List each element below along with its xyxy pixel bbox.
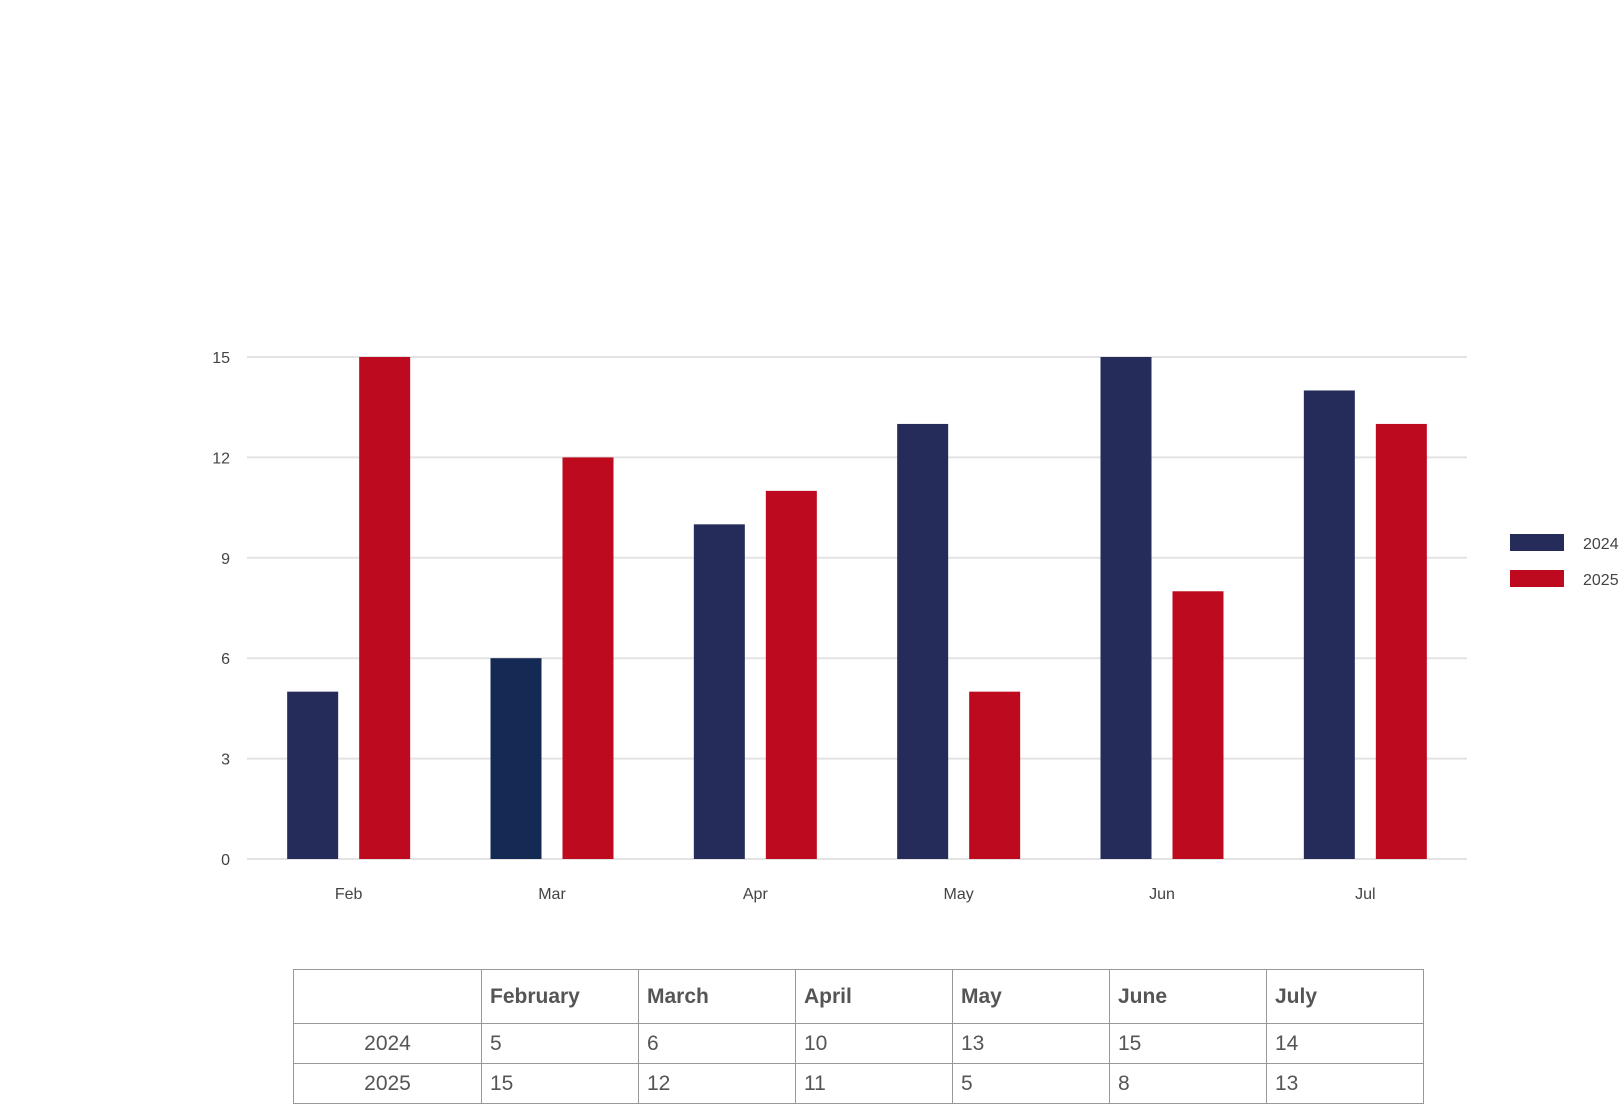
y-tick-label: 6 bbox=[221, 651, 230, 668]
legend: 2024 2025 bbox=[1510, 534, 1619, 589]
table-row-label: 2024 bbox=[293, 1023, 482, 1064]
bar-2025-mar bbox=[562, 457, 614, 859]
bars bbox=[287, 357, 1427, 859]
table-header-cell: March bbox=[638, 969, 796, 1024]
legend-label: 2024 bbox=[1583, 536, 1619, 553]
bar-2025-apr bbox=[765, 490, 817, 859]
data-table: February March April May June July 2024 … bbox=[293, 969, 1424, 1104]
bar-2025-may bbox=[969, 691, 1021, 859]
bar-2024-jun bbox=[1100, 357, 1152, 859]
table-cell: 13 bbox=[1266, 1063, 1424, 1104]
y-tick-label: 3 bbox=[221, 752, 230, 769]
bar-2024-may bbox=[897, 423, 949, 859]
table-row: 2025 15 12 11 5 8 13 bbox=[293, 1063, 1424, 1104]
table-header-cell: July bbox=[1266, 969, 1424, 1024]
x-axis-ticks: Feb Mar Apr May Jun Jul bbox=[335, 886, 1376, 903]
table-cell: 10 bbox=[795, 1023, 953, 1064]
table-header-cell bbox=[293, 969, 482, 1024]
legend-swatch bbox=[1510, 534, 1564, 551]
table-cell: 5 bbox=[481, 1023, 639, 1064]
legend-swatch bbox=[1510, 570, 1564, 587]
x-tick-label: May bbox=[944, 886, 974, 903]
table-header-cell: April bbox=[795, 969, 953, 1024]
bar-2025-feb bbox=[359, 357, 411, 859]
bar-2025-jul bbox=[1375, 423, 1427, 859]
table-header-cell: February bbox=[481, 969, 639, 1024]
x-tick-label: Mar bbox=[538, 886, 566, 903]
table-cell: 6 bbox=[638, 1023, 796, 1064]
x-tick-label: Feb bbox=[335, 886, 363, 903]
grid-lines bbox=[247, 356, 1467, 860]
y-tick-label: 15 bbox=[212, 350, 230, 367]
table-cell: 15 bbox=[1109, 1023, 1267, 1064]
bar-2024-mar bbox=[490, 658, 542, 859]
x-tick-label: Apr bbox=[743, 886, 769, 903]
legend-label: 2025 bbox=[1583, 572, 1619, 589]
table-cell: 8 bbox=[1109, 1063, 1267, 1104]
x-tick-label: Jul bbox=[1355, 886, 1375, 903]
table-cell: 13 bbox=[952, 1023, 1110, 1064]
table-row-label: 2025 bbox=[293, 1063, 482, 1104]
table-header-cell: June bbox=[1109, 969, 1267, 1024]
y-axis-ticks: 0 3 6 9 12 15 bbox=[212, 350, 230, 869]
y-tick-label: 9 bbox=[221, 551, 230, 568]
table-cell: 14 bbox=[1266, 1023, 1424, 1064]
bar-2024-feb bbox=[287, 691, 339, 859]
bar-2025-jun bbox=[1172, 591, 1224, 859]
y-tick-label: 12 bbox=[212, 450, 230, 467]
x-tick-label: Jun bbox=[1149, 886, 1175, 903]
y-tick-label: 0 bbox=[221, 852, 230, 869]
table-cell: 15 bbox=[481, 1063, 639, 1104]
table-header-row: February March April May June July bbox=[293, 969, 1424, 1024]
table-cell: 5 bbox=[952, 1063, 1110, 1104]
bar-2024-apr bbox=[693, 524, 745, 859]
table-row: 2024 5 6 10 13 15 14 bbox=[293, 1023, 1424, 1064]
bar-2024-jul bbox=[1303, 390, 1355, 859]
table-cell: 11 bbox=[795, 1063, 953, 1104]
bar-chart: 0 3 6 9 12 15 Feb Mar Apr May Jun Jul 2024 2025 bbox=[212, 350, 1619, 903]
table-header-cell: May bbox=[952, 969, 1110, 1024]
table-cell: 12 bbox=[638, 1063, 796, 1104]
